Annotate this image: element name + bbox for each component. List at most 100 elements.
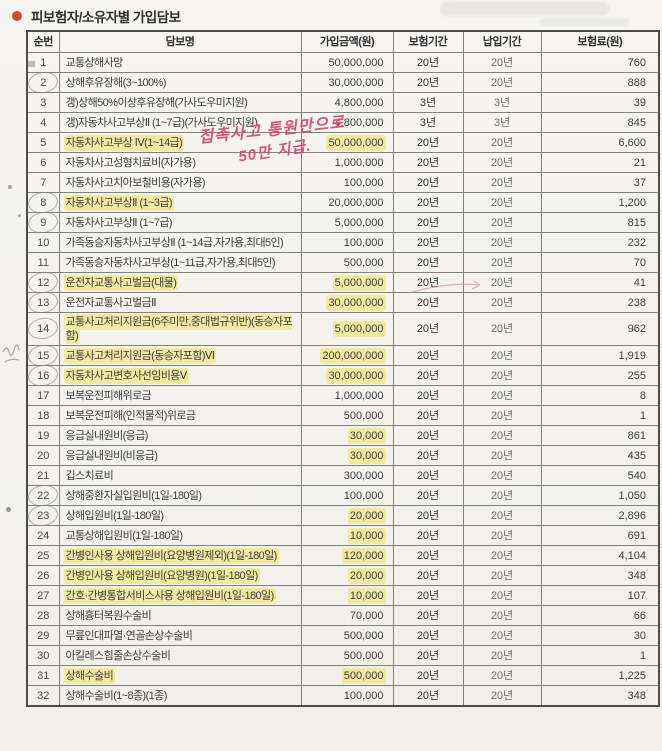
cell-pay-period: 20년 [462, 645, 542, 666]
scan-speck [8, 185, 12, 189]
cell-seq: 21 [26, 465, 60, 486]
cell-coverage-name: 상해흉터복원수술비 [58, 605, 302, 626]
cell-premium: 691 [540, 525, 660, 546]
cell-coverage-name: 보복운전피해위로금 [58, 385, 302, 406]
cell-pay-period: 20년 [462, 345, 542, 366]
cell-premium: 4,104 [540, 545, 660, 566]
cell-coverage-name: 아킬레스힘줄손상수술비 [58, 645, 302, 666]
cell-amount: 4,800,000 [300, 112, 394, 133]
cell-pay-period: 20년 [462, 132, 542, 153]
cell-coverage-name: 무릎인대파열·연골손상수술비 [58, 625, 302, 646]
header-amount: 가입금액(원) [300, 30, 394, 53]
cell-premium: 70 [540, 252, 660, 273]
cell-amount: 100,000 [300, 485, 394, 506]
bullet-icon [12, 11, 22, 21]
cell-period: 20년 [392, 665, 464, 686]
cell-pay-period: 20년 [462, 232, 542, 253]
coverage-table-body: 1 교통상해사망 50,000,000 20년 20년 760 2 상해후유장해… [26, 52, 660, 707]
cell-amount: 50,000,000 [300, 132, 394, 153]
cell-period: 20년 [392, 625, 464, 646]
cell-seq: 28 [26, 605, 60, 626]
cell-pay-period: 20년 [462, 665, 542, 686]
cell-amount: 30,000,000 [300, 72, 394, 93]
cell-coverage-name: 교통상해사망 [58, 52, 302, 73]
cell-amount: 10,000 [300, 585, 394, 606]
cell-period: 20년 [392, 465, 464, 486]
cell-period: 20년 [392, 385, 464, 406]
cell-pay-period: 3년 [462, 112, 542, 133]
cell-period: 20년 [392, 565, 464, 586]
cell-pay-period: 20년 [462, 685, 542, 707]
cell-pay-period: 20년 [462, 152, 542, 173]
cell-period: 20년 [392, 685, 464, 707]
cell-premium: 962 [540, 312, 660, 346]
cell-period: 20년 [392, 585, 464, 606]
scan-smudge [440, 2, 610, 16]
cell-amount: 500,000 [300, 405, 394, 426]
cell-period: 20년 [392, 445, 464, 466]
cell-pay-period: 20년 [462, 605, 542, 626]
cell-coverage-name: 자동차사고부상 Ⅳ(1~14급) [58, 132, 302, 153]
cell-pay-period: 20년 [462, 212, 542, 233]
cell-seq: 4 [26, 112, 60, 133]
cell-coverage-name: 가족동승자동차사고부상(1~11급,자가용,최대5인) [58, 252, 302, 273]
cell-pay-period: 20년 [462, 385, 542, 406]
cell-amount: 5,000,000 [300, 272, 394, 293]
cell-period: 20년 [392, 365, 464, 386]
cell-amount: 500,000 [300, 665, 394, 686]
cell-seq: 1 [26, 52, 60, 73]
table-row: 8 자동차사고부상Ⅱ (1~3급) 20,000,000 20년 20년 1,2… [26, 192, 660, 213]
cell-amount: 4,800,000 [300, 92, 394, 113]
cell-amount: 20,000 [300, 565, 394, 586]
header-period: 보험기간 [392, 30, 464, 53]
cell-coverage-name: 교통상해입원비(1일-180일) [58, 525, 302, 546]
cell-premium: 30 [540, 625, 660, 646]
table-row: 25 간병인사용 상해입원비(요양병원제외)(1일-180일) 120,000 … [26, 545, 660, 566]
cell-pay-period: 20년 [462, 365, 542, 386]
cell-seq: 25 [26, 545, 60, 566]
table-row: 2 상해후유장해(3~100%) 30,000,000 20년 20년 888 [26, 72, 660, 93]
table-row: 20 응급실내원비(비응급) 30,000 20년 20년 435 [26, 445, 660, 466]
header-seq: 순번 [26, 30, 60, 53]
cell-seq: 29 [26, 625, 60, 646]
cell-coverage-name: 운전자교통사고벌금(대물) [58, 272, 302, 293]
cell-coverage-name: 상해수술비(1~8종)(1종) [58, 685, 302, 707]
cell-premium: 1 [540, 405, 660, 426]
cell-amount: 1,000,000 [300, 152, 394, 173]
cell-premium: 540 [540, 465, 660, 486]
cell-premium: 845 [540, 112, 660, 133]
table-row: 6 자동차사고성형치료비(자가용) 1,000,000 20년 20년 21 [26, 152, 660, 173]
table-row: 10 가족동승자동차사고부상Ⅱ (1~14급,자가용,최대5인) 100,000… [26, 232, 660, 253]
table-row: 7 자동차사고치아보철비용(자가용) 100,000 20년 20년 37 [26, 172, 660, 193]
cell-pay-period: 20년 [462, 545, 542, 566]
cell-premium: 37 [540, 172, 660, 193]
cell-coverage-name: 운전자교통사고벌금Ⅱ [58, 292, 302, 313]
cell-amount: 100,000 [300, 232, 394, 253]
cell-pay-period: 20년 [462, 52, 542, 73]
cell-coverage-name: 갱)자동차사고부상Ⅱ (1~7급)(가사도우미지원) [58, 112, 302, 133]
cell-period: 20년 [392, 132, 464, 153]
cell-pay-period: 20년 [462, 272, 542, 293]
cell-coverage-name: 상해중환자실입원비(1일-180일) [58, 485, 302, 506]
cell-coverage-name: 자동차사고성형치료비(자가용) [58, 152, 302, 173]
cell-pay-period: 20년 [462, 625, 542, 646]
cell-amount: 20,000 [300, 505, 394, 526]
cell-amount: 300,000 [300, 465, 394, 486]
cell-pay-period: 20년 [462, 312, 542, 346]
cell-coverage-name: 보복운전피해(인적물적)위로금 [58, 405, 302, 426]
cell-period: 20년 [392, 605, 464, 626]
scan-speck [6, 507, 11, 512]
cell-amount: 10,000 [300, 525, 394, 546]
cell-period: 20년 [392, 545, 464, 566]
cell-coverage-name: 간병인사용 상해입원비(요양병원제외)(1일-180일) [58, 545, 302, 566]
table-row: 29 무릎인대파열·연골손상수술비 500,000 20년 20년 30 [26, 625, 660, 646]
cell-amount: 70,000 [300, 605, 394, 626]
table-row: 22 상해중환자실입원비(1일-180일) 100,000 20년 20년 1,… [26, 485, 660, 506]
header-row: 순번 담보명 가입금액(원) 보험기간 납입기간 보험료(원) [26, 30, 660, 53]
table-row: 12 운전자교통사고벌금(대물) 5,000,000 20년 20년 41 [26, 272, 660, 293]
cell-period: 20년 [392, 525, 464, 546]
cell-seq: 7 [26, 172, 60, 193]
cell-pay-period: 20년 [462, 585, 542, 606]
cell-amount: 5,000,000 [300, 312, 394, 346]
cell-pay-period: 20년 [462, 172, 542, 193]
